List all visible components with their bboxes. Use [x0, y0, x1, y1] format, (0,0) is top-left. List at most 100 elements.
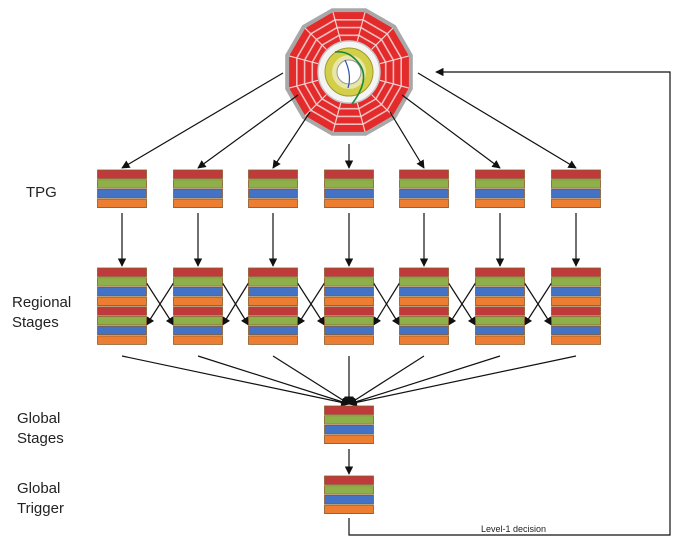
board-layer — [475, 296, 525, 307]
global-trigger-board-stack — [324, 475, 374, 515]
board-layer — [324, 198, 374, 209]
board-layer — [248, 169, 298, 179]
global-stage-board — [324, 405, 374, 445]
board-layer — [475, 286, 525, 297]
board-layer — [248, 316, 298, 326]
board-layer — [551, 306, 601, 316]
board-layer — [248, 198, 298, 209]
board-layer — [324, 306, 374, 316]
board-layer — [173, 198, 223, 209]
board-layer — [248, 335, 298, 345]
board-layer — [97, 286, 147, 297]
global-trigger-board — [324, 475, 374, 515]
board-layer — [399, 296, 449, 307]
regional-to-global-arrow — [197, 355, 350, 406]
board-layer — [97, 277, 147, 287]
board-layer — [324, 405, 374, 415]
regional-to-global-arrow — [121, 355, 350, 407]
regional-board — [248, 267, 298, 345]
board-layer — [551, 286, 601, 297]
global-stages-label: Global Stages — [17, 409, 64, 448]
board-layer — [475, 169, 525, 179]
board-layer — [324, 286, 374, 297]
board-layer — [475, 198, 525, 209]
board-layer — [324, 424, 374, 435]
detector-spoke — [371, 27, 394, 50]
board-layer — [324, 179, 374, 189]
board-layer — [399, 316, 449, 326]
board-layer — [248, 325, 298, 336]
regional-board — [399, 267, 449, 345]
board-layer — [399, 335, 449, 345]
board-layer — [324, 504, 374, 515]
board-layer — [324, 296, 374, 307]
detector-to-tpg-arrow — [417, 72, 577, 169]
tpg-boards — [97, 169, 601, 209]
board-layer — [248, 267, 298, 277]
board-layer — [399, 286, 449, 297]
regional-cross-arrow — [372, 282, 401, 326]
regional-stages-label: Regional Stages — [12, 293, 71, 332]
board-layer — [173, 169, 223, 179]
board-layer — [399, 188, 449, 199]
board-layer — [475, 335, 525, 345]
regional-to-global-arrow — [348, 355, 501, 406]
regional-board — [97, 267, 147, 345]
board-layer — [97, 316, 147, 326]
board-layer — [173, 188, 223, 199]
board-layer — [97, 325, 147, 336]
board-layer — [248, 277, 298, 287]
tpg-label-text: TPG — [26, 184, 57, 201]
board-layer — [97, 169, 147, 179]
board-layer — [173, 179, 223, 189]
board-layer — [475, 325, 525, 336]
detector-spoke — [356, 102, 366, 133]
detector-to-tpg-arrow — [121, 72, 284, 169]
detector-spoke — [379, 55, 410, 65]
detector-spoke — [288, 79, 319, 89]
board-layer — [551, 296, 601, 307]
board-layer — [475, 277, 525, 287]
board-layer — [551, 179, 601, 189]
regional-label-line2: Stages — [12, 313, 59, 331]
board-layer — [551, 198, 601, 209]
tpg-board — [173, 169, 223, 209]
board-layer — [475, 316, 525, 326]
global-trigger-label: Global Trigger — [17, 479, 64, 518]
board-layer — [551, 188, 601, 199]
board-layer — [97, 335, 147, 345]
regional-label-line1: Regional — [12, 294, 72, 311]
detector-spoke — [379, 79, 410, 89]
regional-board — [475, 267, 525, 345]
board-layer — [399, 277, 449, 287]
global-stage-board-stack — [324, 405, 374, 445]
board-layer — [248, 188, 298, 199]
board-layer — [551, 325, 601, 336]
board-layer — [173, 286, 223, 297]
board-layer — [324, 494, 374, 505]
board-layer — [324, 475, 374, 485]
detector-spoke — [371, 94, 394, 117]
regional-cross-arrow — [447, 282, 477, 326]
board-layer — [324, 277, 374, 287]
detector-to-tpg-arrow — [389, 111, 425, 169]
board-layer — [551, 169, 601, 179]
global-trigger-line1: Global — [17, 480, 61, 497]
global-trigger-line2: Trigger — [17, 499, 64, 517]
board-layer — [173, 316, 223, 326]
board-layer — [97, 198, 147, 209]
regional-to-global-arrow — [272, 355, 350, 405]
board-layer — [173, 277, 223, 287]
board-layer — [248, 296, 298, 307]
regional-board — [173, 267, 223, 345]
regional-cross-arrow — [296, 282, 326, 326]
board-layer — [551, 335, 601, 345]
board-layer — [97, 188, 147, 199]
detector-spoke — [304, 27, 327, 50]
tpg-board — [475, 169, 525, 209]
board-layer — [97, 179, 147, 189]
regional-cross-arrow — [221, 282, 250, 326]
board-layer — [399, 325, 449, 336]
tpg-board — [97, 169, 147, 209]
